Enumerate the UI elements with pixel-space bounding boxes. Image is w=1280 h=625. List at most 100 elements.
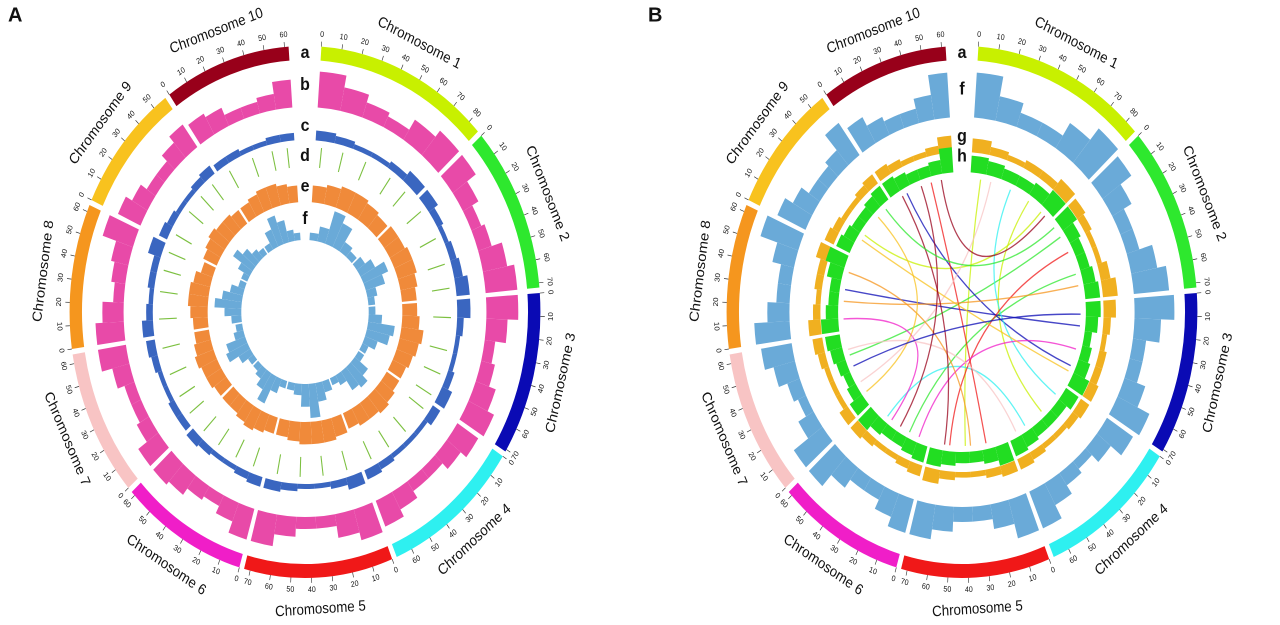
tick-mark — [237, 567, 240, 573]
histogram-bar — [858, 206, 873, 224]
tick-label: 30 — [329, 582, 338, 592]
tick-mark — [819, 526, 823, 531]
histogram-bar — [407, 468, 429, 492]
tick-label: 10 — [868, 565, 878, 577]
histogram-bar — [168, 399, 182, 418]
histogram-bar — [136, 416, 159, 442]
histogram-bar — [238, 348, 254, 364]
link — [918, 339, 1077, 438]
histogram-bar — [340, 367, 359, 391]
tick-label: 20 — [54, 297, 63, 306]
track-label: f — [959, 78, 965, 98]
link — [949, 251, 1069, 446]
histogram-bar — [866, 116, 890, 144]
histogram-bar — [194, 329, 211, 344]
histogram-bar — [387, 359, 407, 379]
histogram-bar — [455, 317, 464, 337]
histogram-bar — [767, 302, 790, 323]
tick-mark — [919, 45, 922, 51]
histogram-bar — [270, 376, 282, 394]
histogram-bar — [1069, 237, 1085, 257]
tick-mark — [331, 576, 334, 582]
tick-mark — [66, 278, 72, 280]
tick-label: 0 — [507, 458, 516, 467]
tick-mark — [81, 408, 86, 411]
histogram-bar — [1131, 265, 1170, 295]
tick-label: 40 — [728, 407, 739, 419]
histogram-bar — [208, 228, 230, 250]
histogram-bar — [375, 491, 404, 527]
tick-label: 40 — [782, 108, 794, 121]
link — [844, 288, 1081, 327]
tick-mark — [70, 254, 75, 257]
histogram-bar — [362, 102, 390, 128]
histogram-bar — [440, 154, 476, 194]
histogram-bar — [989, 146, 1010, 161]
tick-mark — [437, 87, 441, 93]
histogram-bar — [325, 211, 346, 248]
histogram-bar — [847, 117, 876, 153]
tick-mark — [446, 524, 450, 529]
tick-label: 60 — [520, 428, 531, 440]
histogram-bar — [347, 192, 369, 220]
ideogram-band — [91, 97, 173, 206]
histogram-bar — [850, 420, 867, 439]
tick-mark — [506, 449, 511, 453]
histogram-bar — [1029, 182, 1050, 205]
histogram-bar — [864, 477, 885, 500]
tick-label: 20 — [479, 494, 491, 507]
histogram-bar — [226, 342, 251, 363]
histogram-bar — [340, 87, 370, 118]
tick-mark — [82, 209, 88, 212]
histogram-bar — [352, 256, 366, 271]
tick-label: 40 — [59, 248, 69, 259]
histogram-bar — [861, 430, 877, 447]
histogram-bar — [1134, 294, 1175, 320]
tick-label: 30 — [767, 126, 779, 139]
histogram-bar — [97, 344, 130, 372]
histogram-bar — [364, 329, 390, 346]
histogram-bar — [776, 283, 792, 304]
tick-mark — [1187, 235, 1193, 238]
histogram-bar — [1053, 423, 1067, 439]
tick-mark — [1147, 475, 1152, 479]
histogram-bar — [334, 509, 360, 538]
tick-label: 10 — [493, 476, 504, 489]
histogram-bar — [1029, 483, 1062, 529]
tick-label: 10 — [497, 140, 508, 153]
tick-label: 50 — [286, 584, 294, 594]
tick-label: 30 — [541, 360, 551, 371]
histogram-bar — [141, 320, 155, 338]
histogram-bar — [275, 418, 290, 438]
histogram-bar — [203, 249, 221, 266]
tick-mark — [1163, 449, 1168, 453]
tick-label: 60 — [921, 581, 930, 592]
tick-mark — [803, 511, 807, 516]
histogram-bar — [874, 486, 900, 517]
histogram-bar — [255, 187, 273, 213]
tick-label: 20 — [1202, 336, 1211, 346]
histogram-bar — [205, 238, 225, 258]
ideogram-band — [169, 46, 290, 107]
tick-label: 30 — [736, 429, 747, 441]
tick-label: 60 — [1095, 75, 1106, 88]
tick-label: 30 — [381, 43, 391, 55]
tick-mark — [180, 539, 183, 544]
tick-mark — [1103, 524, 1107, 529]
histogram-bar — [808, 319, 822, 337]
tick-label: 10 — [1203, 312, 1212, 321]
tick-label: 70 — [1167, 449, 1178, 462]
tick-label: 30 — [110, 126, 122, 139]
tick-mark — [792, 119, 796, 125]
histogram-bar — [193, 339, 214, 357]
tick-mark — [419, 75, 423, 80]
tick-mark — [1110, 101, 1114, 107]
ideogram-band — [1151, 293, 1198, 452]
tick-label: 60 — [279, 29, 288, 39]
histogram-bar — [243, 405, 262, 431]
tick-mark — [411, 548, 415, 554]
tick-label: 60 — [1068, 553, 1079, 566]
tick-mark — [530, 235, 536, 238]
histogram-bar — [434, 439, 461, 470]
